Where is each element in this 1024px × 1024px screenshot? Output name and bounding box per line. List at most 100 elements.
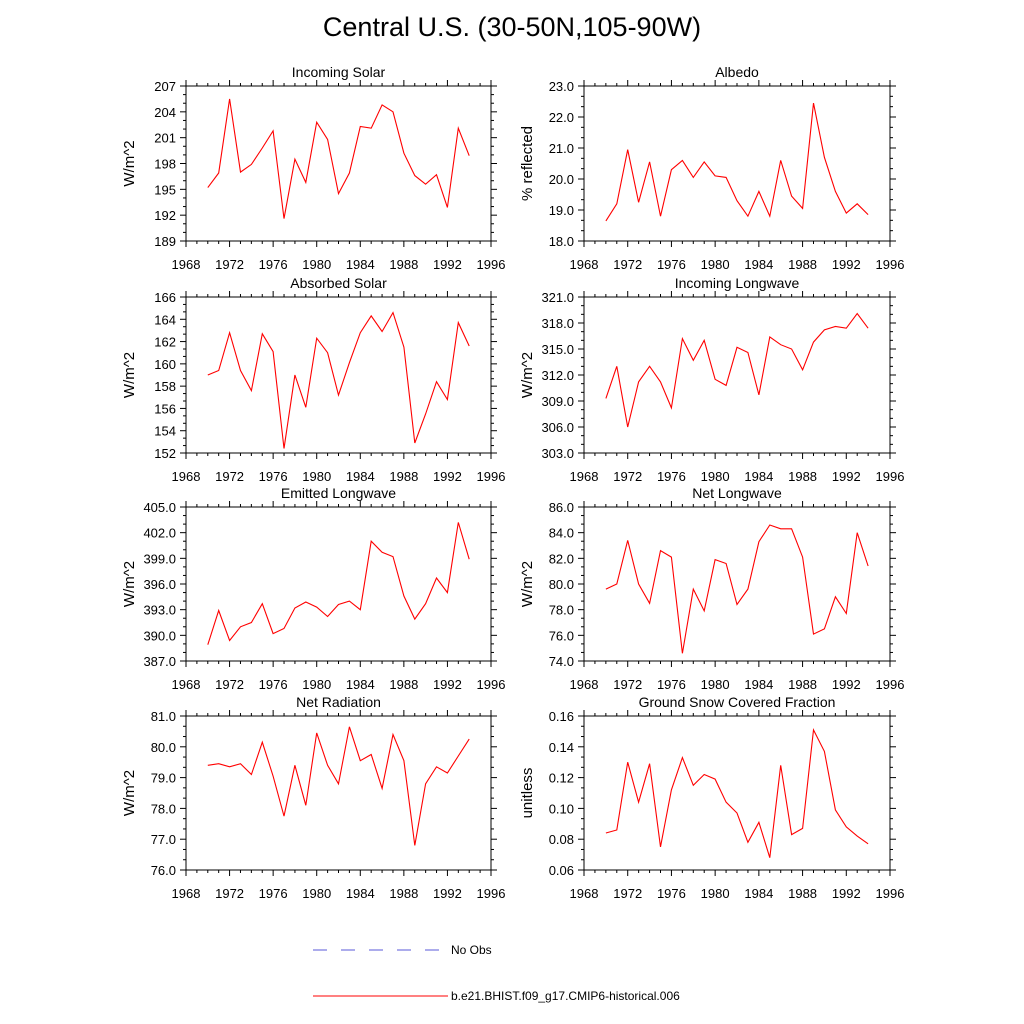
x-tick-label: 1976 (657, 257, 686, 272)
series-line (207, 522, 470, 645)
y-tick-label: 84.0 (549, 526, 574, 541)
x-tick-label: 1968 (570, 257, 599, 272)
y-tick-label: 77.0 (151, 832, 176, 847)
y-tick-label: 21.0 (549, 141, 574, 156)
x-tick-label: 1972 (215, 469, 244, 484)
y-tick-label: 204 (154, 105, 176, 120)
y-axis-label: W/m^2 (519, 352, 536, 398)
x-tick-label: 1976 (259, 886, 288, 901)
x-tick-label: 1992 (433, 469, 462, 484)
y-axis-label: W/m^2 (121, 140, 138, 186)
panel-title: Incoming Longwave (675, 275, 800, 291)
x-tick-label: 1976 (259, 257, 288, 272)
y-tick-label: 23.0 (549, 79, 574, 94)
y-tick-label: 312.0 (541, 368, 574, 383)
y-tick-label: 160 (154, 357, 176, 372)
y-tick-label: 76.0 (151, 863, 176, 878)
x-tick-label: 1992 (832, 257, 861, 272)
x-tick-label: 1988 (788, 886, 817, 901)
x-tick-label: 1968 (172, 469, 201, 484)
x-tick-label: 1984 (744, 257, 773, 272)
x-tick-label: 1992 (433, 886, 462, 901)
x-tick-label: 1988 (788, 257, 817, 272)
y-axis-label: % reflected (519, 126, 536, 201)
x-tick-label: 1980 (701, 677, 730, 692)
x-tick-label: 1996 (876, 886, 905, 901)
y-tick-label: 321.0 (541, 290, 574, 305)
x-tick-label: 1996 (477, 469, 506, 484)
y-tick-label: 201 (154, 131, 176, 146)
x-tick-label: 1992 (433, 257, 462, 272)
y-tick-label: 82.0 (549, 551, 574, 566)
x-tick-label: 1984 (744, 886, 773, 901)
x-tick-label: 1976 (259, 469, 288, 484)
panel-title: Emitted Longwave (281, 485, 396, 501)
x-tick-label: 1996 (477, 886, 506, 901)
x-tick-label: 1988 (389, 469, 418, 484)
y-tick-label: 154 (154, 424, 176, 439)
x-tick-label: 1992 (832, 469, 861, 484)
x-tick-label: 1972 (613, 469, 642, 484)
x-tick-label: 1976 (657, 677, 686, 692)
y-tick-label: 80.0 (549, 577, 574, 592)
x-tick-label: 1984 (346, 469, 375, 484)
x-tick-label: 1980 (302, 677, 331, 692)
x-tick-label: 1968 (172, 257, 201, 272)
series-line (605, 524, 869, 654)
plot-frame (583, 506, 891, 662)
series-line (207, 98, 470, 219)
y-tick-label: 74.0 (549, 654, 574, 669)
x-tick-label: 1984 (744, 469, 773, 484)
x-tick-label: 1972 (613, 257, 642, 272)
x-tick-label: 1988 (788, 469, 817, 484)
y-tick-label: 402.0 (143, 526, 176, 541)
x-tick-label: 1988 (389, 677, 418, 692)
series-line (207, 311, 470, 449)
y-tick-label: 22.0 (549, 110, 574, 125)
x-tick-label: 1980 (701, 886, 730, 901)
x-tick-label: 1968 (570, 677, 599, 692)
x-tick-label: 1972 (215, 677, 244, 692)
panel-title: Albedo (715, 64, 759, 80)
x-tick-label: 1992 (832, 677, 861, 692)
panel-absorbed-solar: Absorbed Solar 1968 1972 1976 1980 1984 1988 19… (121, 275, 505, 484)
x-tick-label: 1972 (215, 886, 244, 901)
x-tick-label: 1980 (701, 469, 730, 484)
y-tick-label: 195 (154, 182, 176, 197)
y-tick-label: 158 (154, 379, 176, 394)
x-tick-label: 1980 (302, 886, 331, 901)
plot-frame (583, 715, 891, 871)
y-axis-label: W/m^2 (121, 770, 138, 816)
x-tick-label: 1976 (259, 677, 288, 692)
legend: No Obs b.e21.BHIST.f09_g17.CMIP6-historic… (313, 943, 680, 1003)
y-tick-label: 309.0 (541, 394, 574, 409)
y-tick-label: 0.06 (549, 863, 574, 878)
x-tick-label: 1972 (613, 677, 642, 692)
y-tick-label: 0.10 (549, 801, 574, 816)
x-tick-label: 1976 (657, 886, 686, 901)
x-tick-label: 1988 (389, 257, 418, 272)
y-axis-label: W/m^2 (121, 352, 138, 398)
y-tick-label: 166 (154, 290, 176, 305)
plot-frame (185, 85, 492, 242)
panel-title: Ground Snow Covered Fraction (639, 694, 836, 710)
y-tick-label: 80.0 (151, 740, 176, 755)
y-tick-label: 78.0 (549, 603, 574, 618)
x-tick-label: 1972 (215, 257, 244, 272)
y-axis-label: W/m^2 (121, 561, 138, 607)
y-tick-label: 315.0 (541, 342, 574, 357)
x-tick-label: 1976 (657, 469, 686, 484)
panel-albedo: Albedo 1968 1972 1976 1980 1984 1988 1992 1996 18… (519, 64, 904, 272)
y-tick-label: 79.0 (151, 771, 176, 786)
y-tick-label: 390.0 (143, 628, 176, 643)
y-tick-label: 393.0 (143, 603, 176, 618)
x-tick-label: 1980 (302, 257, 331, 272)
y-tick-label: 19.0 (549, 203, 574, 218)
y-tick-label: 76.0 (549, 628, 574, 643)
x-tick-label: 1996 (876, 469, 905, 484)
x-tick-label: 1996 (876, 677, 905, 692)
panel-title: Net Radiation (296, 694, 381, 710)
figure-title: Central U.S. (30-50N,105-90W) (322, 12, 702, 42)
x-tick-label: 1996 (876, 257, 905, 272)
